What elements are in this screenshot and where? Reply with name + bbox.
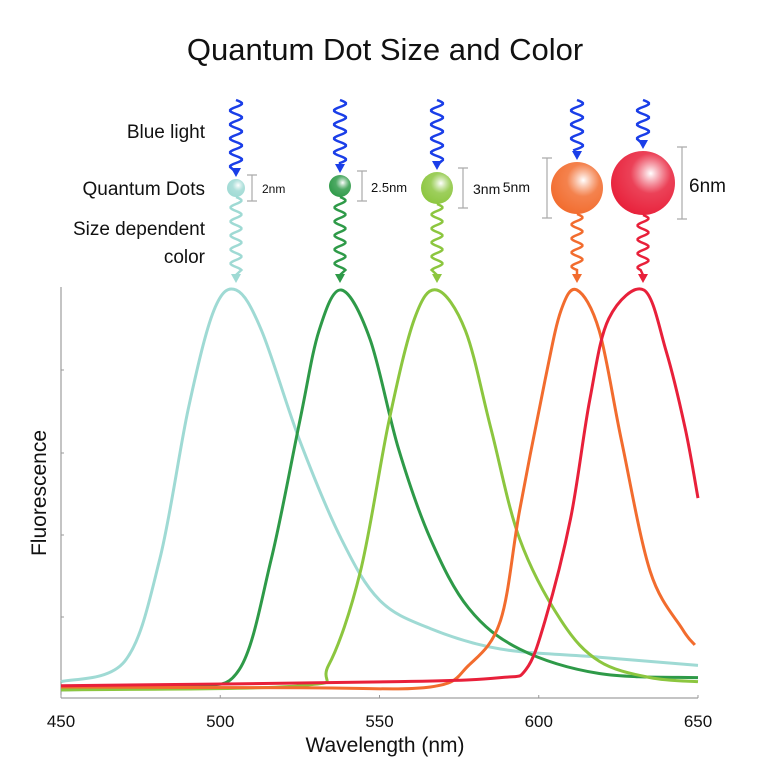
blue-light-wave-icon bbox=[228, 98, 244, 173]
label-blue-light: Blue light bbox=[127, 122, 206, 143]
quantum-dot-sphere bbox=[227, 179, 245, 197]
arrowhead-icon bbox=[638, 274, 648, 283]
size-bracket bbox=[357, 170, 367, 202]
quantum-dot-group-2.5nm: 2.5nm bbox=[329, 98, 407, 283]
size-label: 2.5nm bbox=[371, 180, 407, 195]
series-line-2nm bbox=[60, 287, 699, 684]
series-line-3nm bbox=[60, 288, 699, 692]
arrowhead-icon bbox=[572, 274, 582, 283]
series-line-5nm bbox=[60, 287, 696, 691]
size-bracket bbox=[677, 146, 687, 220]
quantum-dot-diagram: 2nm 2.5nm 3nm 5nm 6nm bbox=[227, 98, 726, 283]
emission-wave-icon bbox=[570, 212, 584, 275]
y-axis-label: Fluorescence bbox=[28, 430, 51, 556]
quantum-dot-group-2nm: 2nm bbox=[227, 98, 285, 283]
arrowhead-icon bbox=[335, 274, 345, 283]
arrowhead-icon bbox=[572, 151, 582, 160]
blue-light-wave-icon bbox=[332, 98, 348, 168]
blue-light-wave-icon bbox=[569, 98, 585, 156]
size-label: 5nm bbox=[503, 179, 530, 195]
x-ticks: 450 500 550 600 650 bbox=[47, 695, 712, 731]
x-tick-label: 500 bbox=[206, 712, 234, 731]
quantum-dot-sphere bbox=[611, 151, 675, 215]
label-size-dependent: Size dependent bbox=[73, 219, 206, 240]
arrowhead-icon bbox=[432, 161, 442, 170]
arrowhead-icon bbox=[231, 274, 241, 283]
quantum-dot-sphere bbox=[551, 162, 603, 214]
emission-wave-icon bbox=[333, 195, 348, 276]
x-tick-label: 650 bbox=[684, 712, 712, 731]
emission-wave-icon bbox=[636, 213, 650, 276]
x-tick-label: 550 bbox=[365, 712, 393, 731]
size-bracket bbox=[542, 157, 552, 219]
quantum-dot-sphere bbox=[421, 172, 453, 204]
x-axis-label: Wavelength (nm) bbox=[305, 734, 464, 757]
size-label: 3nm bbox=[473, 181, 500, 197]
size-label: 2nm bbox=[262, 182, 285, 196]
size-label: 6nm bbox=[689, 176, 726, 197]
x-tick-label: 600 bbox=[525, 712, 553, 731]
emission-wave-icon bbox=[429, 202, 444, 276]
quantum-dot-group-3nm: 3nm bbox=[421, 98, 500, 283]
label-quantum-dots: Quantum Dots bbox=[83, 179, 206, 200]
arrowhead-icon bbox=[231, 168, 241, 177]
arrowhead-icon bbox=[638, 140, 648, 149]
quantum-dot-sphere bbox=[329, 175, 351, 197]
size-bracket bbox=[458, 167, 468, 209]
quantum-dot-group-5nm: 5nm bbox=[503, 98, 603, 283]
size-bracket bbox=[247, 174, 257, 202]
series-curves bbox=[60, 287, 700, 692]
x-tick-label: 450 bbox=[47, 712, 75, 731]
chart-title: Quantum Dot Size and Color bbox=[187, 32, 583, 67]
arrowhead-icon bbox=[432, 274, 442, 283]
series-line-2.5nm bbox=[60, 288, 699, 692]
arrowhead-icon bbox=[335, 164, 345, 173]
emission-wave-icon bbox=[229, 195, 244, 276]
blue-light-wave-icon bbox=[635, 98, 651, 145]
blue-light-wave-icon bbox=[429, 98, 445, 166]
quantum-dot-group-6nm: 6nm bbox=[611, 98, 726, 283]
series-line-6nm bbox=[60, 287, 700, 688]
label-color: color bbox=[164, 247, 206, 268]
